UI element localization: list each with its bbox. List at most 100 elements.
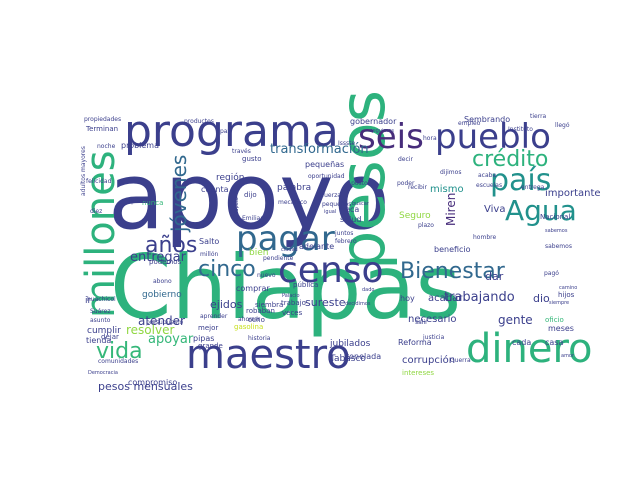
word-cumplir: cumplir	[87, 326, 121, 336]
word-seguimos: seguimos	[370, 128, 394, 134]
word-hijos: hijos	[558, 291, 575, 299]
word-pipas: pipas	[193, 334, 214, 343]
word-grande: grande	[198, 342, 223, 350]
word-entregar: entregar	[130, 250, 187, 265]
word-beca: beca	[340, 205, 359, 214]
word-camino: camino	[559, 285, 577, 291]
word-quieren: quieren	[129, 198, 152, 205]
word-pequeñas: pequeñas	[305, 160, 344, 169]
word-necesario: necesario	[408, 314, 457, 325]
word-dinero: dinero	[466, 326, 593, 372]
word-corrupción: corrupción	[402, 354, 455, 366]
word-hora: hora	[423, 135, 437, 142]
word-sureste: sureste	[305, 296, 346, 309]
word-sabemos: sabemos	[545, 228, 568, 234]
word-compromiso: compromiso	[128, 378, 177, 387]
word-ciudad: ciudad	[281, 247, 298, 253]
word-noche: noche	[97, 143, 116, 150]
word-buscar: buscar	[352, 201, 370, 207]
word-nacional: Nacional	[540, 213, 570, 221]
word-mecánico: mecánico	[278, 199, 307, 206]
word-democracia: Democracia	[88, 370, 118, 376]
word-gobernador: gobernador	[350, 117, 397, 126]
word-decidimos: decidimos	[345, 301, 371, 307]
word-terminan: Terminan	[85, 125, 118, 133]
word-guerra: Guerra	[450, 357, 471, 364]
word-salir: salir	[415, 319, 428, 326]
word-mismo: mismo	[430, 184, 464, 195]
word-febrero: febrero	[335, 238, 357, 245]
word-tierra: tierra	[530, 113, 547, 120]
word-asunto: asunto	[90, 317, 111, 324]
word-empleo: empleo	[458, 120, 481, 127]
word-región: región	[216, 172, 244, 183]
word-igual: igual	[324, 209, 336, 215]
word-comprar: comprar	[236, 284, 270, 293]
word-reforma: Reforma	[398, 338, 432, 347]
word-dejar: dejar	[101, 333, 119, 341]
word-robaban: robaban	[246, 307, 275, 315]
word-suárez: Suárez	[90, 308, 110, 315]
word-productos: productos	[184, 118, 214, 125]
word-oportunidad: oportunidad	[308, 173, 345, 180]
word-jóvenes: jóvenes	[167, 155, 191, 233]
word-plazo: plazo	[418, 222, 434, 229]
word-comunidades: comunidades	[98, 358, 138, 365]
word-atender: atender	[138, 314, 185, 328]
word-intereses: intereses	[402, 369, 434, 377]
word-llegó: llegó	[555, 122, 570, 129]
word-salud: salud	[340, 215, 361, 224]
word-importante: importante	[545, 188, 601, 199]
word-mejor: mejor	[198, 324, 218, 332]
word-cuenta: cuenta	[201, 185, 229, 194]
word-adultos-mayores: adultos mayores	[80, 146, 87, 196]
word-dar: dar	[485, 270, 504, 283]
word-poder: poder	[397, 180, 415, 187]
word-bienestar: Bienestar	[400, 259, 506, 284]
word-gobierno: gobierno	[142, 290, 182, 300]
word-casa: casa	[545, 338, 563, 347]
word-entrega: entrega	[521, 184, 545, 191]
word-dado: dado	[362, 287, 374, 293]
word-cinco: cinco	[198, 257, 256, 282]
word-ejidos: ejidos	[210, 298, 243, 311]
word-apóstol: Apóstol	[347, 180, 370, 187]
word-sembrando: Sembrando	[464, 115, 510, 124]
word-aprender: aprender	[200, 313, 228, 320]
word-gasolina: gasolina	[234, 323, 263, 331]
word-instituto: Instituto	[508, 126, 533, 133]
word-vida: vida	[96, 339, 143, 364]
word-pendiente: pendiente	[263, 255, 294, 262]
word-hombre: hombre	[473, 234, 496, 241]
word-crédito: crédito	[472, 147, 548, 172]
word-palabra: palabra	[277, 183, 311, 193]
word-salto: Salto	[199, 237, 219, 246]
word-amor: amor	[561, 353, 575, 359]
word-veces: veces	[282, 309, 303, 317]
word-seis: seis	[358, 117, 424, 157]
word-meses: meses	[548, 324, 574, 333]
word-palacio: Palacio	[282, 293, 300, 299]
word-pequeños: pequeños	[322, 201, 351, 208]
word-zapata: Zapata	[234, 197, 240, 215]
word-país: país	[490, 163, 551, 198]
word-dijo: dijo	[244, 191, 257, 199]
word-pesos-mensuales: pesos mensuales	[98, 380, 193, 393]
word-ir: ir	[85, 296, 92, 306]
word-presupuesto: presupuesto	[146, 319, 184, 326]
word-nunca: nunca	[142, 199, 163, 207]
word-millón: millón	[200, 251, 219, 258]
word-resolver: resolver	[126, 323, 174, 337]
word-escuelas: escuelas	[476, 182, 502, 189]
word-acaba: acaba	[478, 172, 496, 179]
word-ahorrar: ahorrar	[238, 316, 261, 323]
word-decir: decir	[398, 156, 413, 163]
word-dijimos: dijimos	[440, 169, 461, 176]
word-programa: programa	[124, 106, 339, 157]
word-ocho: ocho	[248, 316, 265, 324]
word-pueblo: pueblo	[435, 117, 551, 157]
word-tabasco: Tabasco	[329, 354, 366, 364]
word-bien: bien	[249, 248, 268, 258]
